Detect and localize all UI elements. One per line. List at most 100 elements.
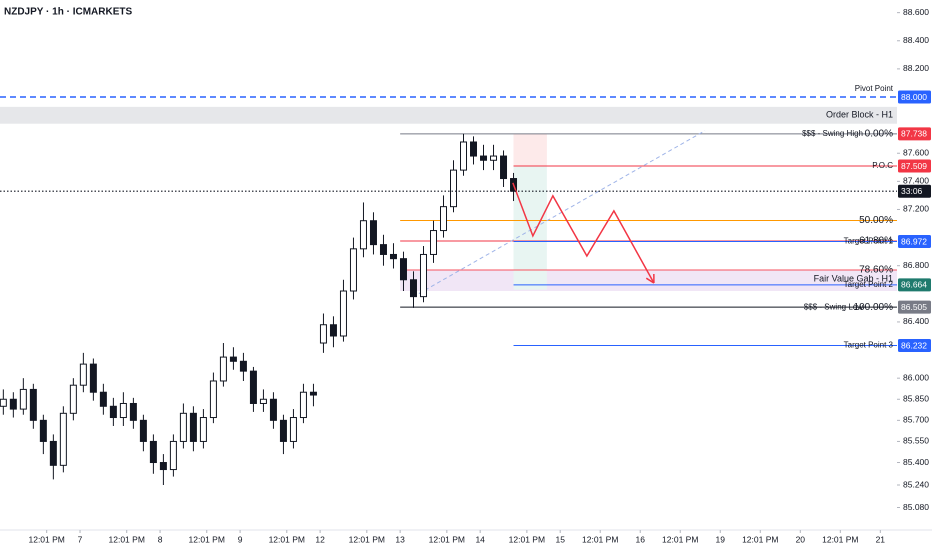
candle-body xyxy=(179,412,187,442)
x-tick-label: 16 xyxy=(636,534,646,544)
fib-label: 0.00% xyxy=(865,128,893,139)
candle-body xyxy=(339,290,347,337)
candle-body xyxy=(129,402,137,421)
candle-body xyxy=(79,363,87,386)
y-tick-label: 88.200 xyxy=(903,63,929,73)
candle-body xyxy=(149,440,157,464)
candle-body xyxy=(229,356,237,362)
candle-body xyxy=(119,402,127,419)
countdown-box-label: 33:06 xyxy=(901,186,923,196)
candle-body xyxy=(139,419,147,442)
x-tick-label: 12:01 PM xyxy=(662,534,698,544)
x-tick-label: 12:01 PM xyxy=(582,534,618,544)
candle-body xyxy=(439,206,447,232)
y-tick-label: 85.550 xyxy=(903,436,929,446)
x-tick-label: 15 xyxy=(555,534,565,544)
y-tick-label: 87.200 xyxy=(903,204,929,214)
time-axis xyxy=(0,530,932,550)
y-tick-label: 87.400 xyxy=(903,176,929,186)
candle-body xyxy=(189,412,197,442)
x-tick-label: 7 xyxy=(78,534,83,544)
x-tick-label: 12:01 PM xyxy=(349,534,385,544)
x-tick-label: 12:01 PM xyxy=(109,534,145,544)
y-tick-label: 88.400 xyxy=(903,35,929,45)
y-tick-label: 86.800 xyxy=(903,260,929,270)
x-tick-label: 12:01 PM xyxy=(28,534,64,544)
candle-body xyxy=(29,388,37,421)
candle-body xyxy=(269,398,277,421)
price-box xyxy=(898,90,931,104)
y-tick-label: 85.700 xyxy=(903,415,929,425)
candle-body xyxy=(389,253,397,260)
candle-body xyxy=(169,440,177,471)
candle-body xyxy=(369,220,377,246)
level-label: Target Point 2 xyxy=(844,280,894,289)
candle-body xyxy=(409,279,417,298)
x-tick-label: 8 xyxy=(158,534,163,544)
candle-body xyxy=(460,141,468,171)
candle-body xyxy=(359,220,367,250)
order-block xyxy=(0,106,897,124)
position-stop-zone xyxy=(513,133,547,167)
projection-path xyxy=(512,182,655,284)
candle-body xyxy=(99,391,107,407)
trend-line xyxy=(412,130,706,298)
price-box xyxy=(898,159,931,173)
candle-body xyxy=(199,417,207,442)
candle-body xyxy=(379,244,387,255)
y-tick-label: 86.000 xyxy=(903,372,929,382)
y-tick-label: 85.080 xyxy=(903,502,929,512)
y-tick-label: 87.600 xyxy=(903,147,929,157)
price-box-label: 86.972 xyxy=(901,236,927,246)
candle-body xyxy=(39,419,47,442)
x-tick-label: 21 xyxy=(876,534,886,544)
y-tick-label: 88.600 xyxy=(903,7,929,17)
candle-body xyxy=(259,398,267,404)
candle-body xyxy=(159,462,167,471)
y-tick-label: 85.850 xyxy=(903,394,929,404)
fib-level-name: $$$ - Swing Low xyxy=(804,302,863,311)
price-box xyxy=(898,339,931,353)
candle-body xyxy=(69,384,77,414)
price-axis xyxy=(897,0,932,550)
level-label: P.O.C xyxy=(872,161,893,170)
candle-body xyxy=(0,398,7,407)
candle-body xyxy=(209,380,217,419)
x-tick-label: 19 xyxy=(716,534,726,544)
candle-body xyxy=(109,405,117,419)
fair-value-gap-label: Fair Value Gab - H1 xyxy=(814,273,893,283)
countdown-box xyxy=(898,184,931,198)
price-box-label: 87.509 xyxy=(901,161,927,171)
price-box-label: 87.738 xyxy=(901,129,927,139)
candle-body xyxy=(349,248,357,292)
x-tick-label: 14 xyxy=(475,534,485,544)
x-tick-label: 12:01 PM xyxy=(189,534,225,544)
price-box xyxy=(898,235,931,249)
order-block-label: Order Block - H1 xyxy=(826,110,893,120)
projection-arrowhead xyxy=(645,277,655,284)
candle-body xyxy=(219,356,227,382)
fib-label: 100.00% xyxy=(854,302,894,313)
candle-body xyxy=(490,155,498,161)
candle-body xyxy=(49,440,57,466)
level-label: Target Point 1 xyxy=(844,237,894,246)
x-tick-label: 12:01 PM xyxy=(269,534,305,544)
x-tick-label: 13 xyxy=(395,534,405,544)
candle-body xyxy=(89,363,97,393)
candle-body xyxy=(249,370,257,404)
candle-body xyxy=(399,258,407,281)
candle-body xyxy=(279,419,287,442)
x-tick-label: 9 xyxy=(238,534,243,544)
candle-body xyxy=(329,324,337,337)
x-tick-label: 12:01 PM xyxy=(429,534,465,544)
candle-body xyxy=(500,155,508,180)
candle-body xyxy=(299,391,307,419)
fib-level-name: $$$ - Swing High xyxy=(802,129,863,138)
price-box-label: 86.232 xyxy=(901,340,927,350)
y-tick-label: 86.400 xyxy=(903,316,929,326)
candle-body xyxy=(419,253,427,298)
candle-body xyxy=(450,169,458,208)
y-tick-label: 85.240 xyxy=(903,479,929,489)
x-tick-label: 12:01 PM xyxy=(822,534,858,544)
